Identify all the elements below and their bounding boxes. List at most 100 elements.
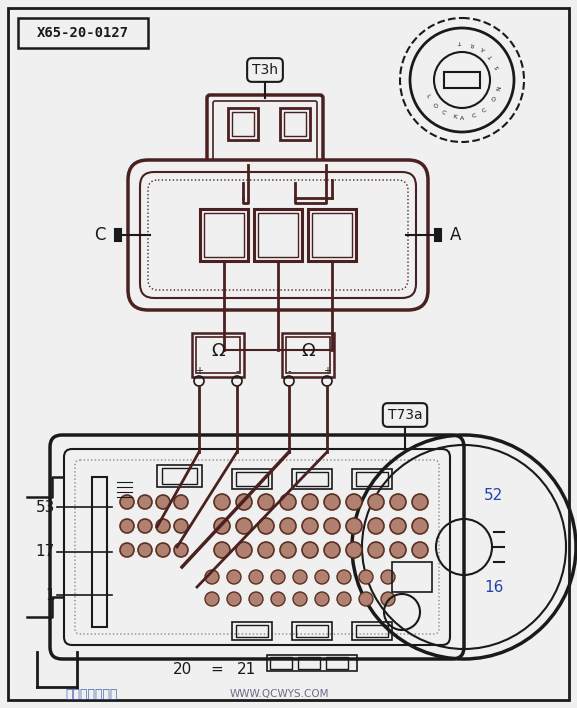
Bar — [236, 625, 268, 637]
Bar — [356, 472, 388, 486]
Circle shape — [156, 495, 170, 509]
Text: 17: 17 — [36, 544, 55, 559]
Text: X65-20-0127: X65-20-0127 — [37, 26, 129, 40]
Circle shape — [120, 519, 134, 533]
Circle shape — [138, 543, 152, 557]
Bar — [232, 112, 254, 136]
Circle shape — [205, 570, 219, 584]
Bar — [296, 472, 328, 486]
Circle shape — [337, 592, 351, 606]
Bar — [236, 472, 268, 486]
Bar — [282, 333, 334, 377]
Text: N: N — [496, 85, 502, 91]
Circle shape — [214, 494, 230, 510]
FancyBboxPatch shape — [64, 449, 450, 645]
Circle shape — [324, 494, 340, 510]
Bar — [284, 112, 306, 136]
Bar — [286, 337, 330, 373]
Circle shape — [412, 518, 428, 534]
Circle shape — [205, 592, 219, 606]
Circle shape — [280, 494, 296, 510]
Bar — [232, 622, 272, 640]
FancyBboxPatch shape — [75, 460, 439, 634]
Text: +: + — [195, 366, 203, 376]
Circle shape — [302, 542, 318, 558]
FancyBboxPatch shape — [207, 95, 323, 186]
Circle shape — [236, 518, 252, 534]
Circle shape — [346, 518, 362, 534]
Circle shape — [258, 542, 274, 558]
Bar — [192, 333, 244, 377]
Circle shape — [236, 494, 252, 510]
Bar — [326, 657, 348, 669]
Circle shape — [324, 518, 340, 534]
Circle shape — [280, 518, 296, 534]
FancyBboxPatch shape — [148, 180, 408, 290]
Circle shape — [315, 570, 329, 584]
Bar — [392, 562, 432, 592]
Circle shape — [412, 494, 428, 510]
Bar — [352, 469, 392, 489]
Text: A: A — [450, 226, 462, 244]
Text: C: C — [440, 110, 447, 117]
Circle shape — [381, 592, 395, 606]
Text: 16: 16 — [484, 580, 503, 595]
Bar — [196, 337, 240, 373]
Circle shape — [368, 542, 384, 558]
Circle shape — [214, 518, 230, 534]
Bar — [444, 72, 480, 88]
Bar — [356, 625, 388, 637]
Bar — [296, 625, 328, 637]
Text: 汽车维修技术网: 汽车维修技术网 — [65, 687, 118, 700]
Text: C: C — [481, 108, 488, 114]
Text: S: S — [494, 64, 501, 69]
Bar — [292, 622, 332, 640]
Circle shape — [156, 519, 170, 533]
Bar — [228, 108, 258, 140]
Circle shape — [174, 543, 188, 557]
Bar — [267, 655, 357, 671]
Bar — [312, 213, 352, 257]
Bar — [280, 108, 310, 140]
Circle shape — [390, 494, 406, 510]
Text: -: - — [287, 366, 291, 376]
Circle shape — [390, 542, 406, 558]
Circle shape — [302, 494, 318, 510]
Circle shape — [324, 542, 340, 558]
Text: 20: 20 — [173, 661, 192, 677]
Bar — [270, 657, 292, 669]
Bar — [200, 209, 248, 261]
Text: R: R — [470, 40, 475, 47]
Text: T73a: T73a — [388, 408, 422, 422]
Bar — [115, 229, 121, 241]
Bar — [254, 209, 302, 261]
Circle shape — [236, 542, 252, 558]
Circle shape — [359, 592, 373, 606]
Text: 1: 1 — [46, 588, 55, 603]
Circle shape — [249, 592, 263, 606]
Text: 52: 52 — [484, 488, 503, 503]
Bar — [258, 213, 298, 257]
Circle shape — [293, 592, 307, 606]
Circle shape — [214, 542, 230, 558]
Circle shape — [156, 543, 170, 557]
Circle shape — [138, 495, 152, 509]
Text: T3h: T3h — [252, 63, 278, 77]
Circle shape — [412, 542, 428, 558]
Bar — [352, 622, 392, 640]
Circle shape — [120, 495, 134, 509]
Circle shape — [249, 570, 263, 584]
FancyBboxPatch shape — [213, 101, 317, 180]
Circle shape — [227, 570, 241, 584]
Bar — [162, 468, 197, 484]
Text: -: - — [235, 366, 239, 376]
Circle shape — [359, 570, 373, 584]
Text: 21: 21 — [237, 661, 257, 677]
Text: =: = — [211, 661, 223, 677]
Text: K: K — [452, 115, 457, 120]
Circle shape — [258, 494, 274, 510]
Circle shape — [390, 518, 406, 534]
Text: 53: 53 — [36, 500, 55, 515]
Bar — [92, 477, 107, 627]
FancyBboxPatch shape — [50, 435, 464, 659]
